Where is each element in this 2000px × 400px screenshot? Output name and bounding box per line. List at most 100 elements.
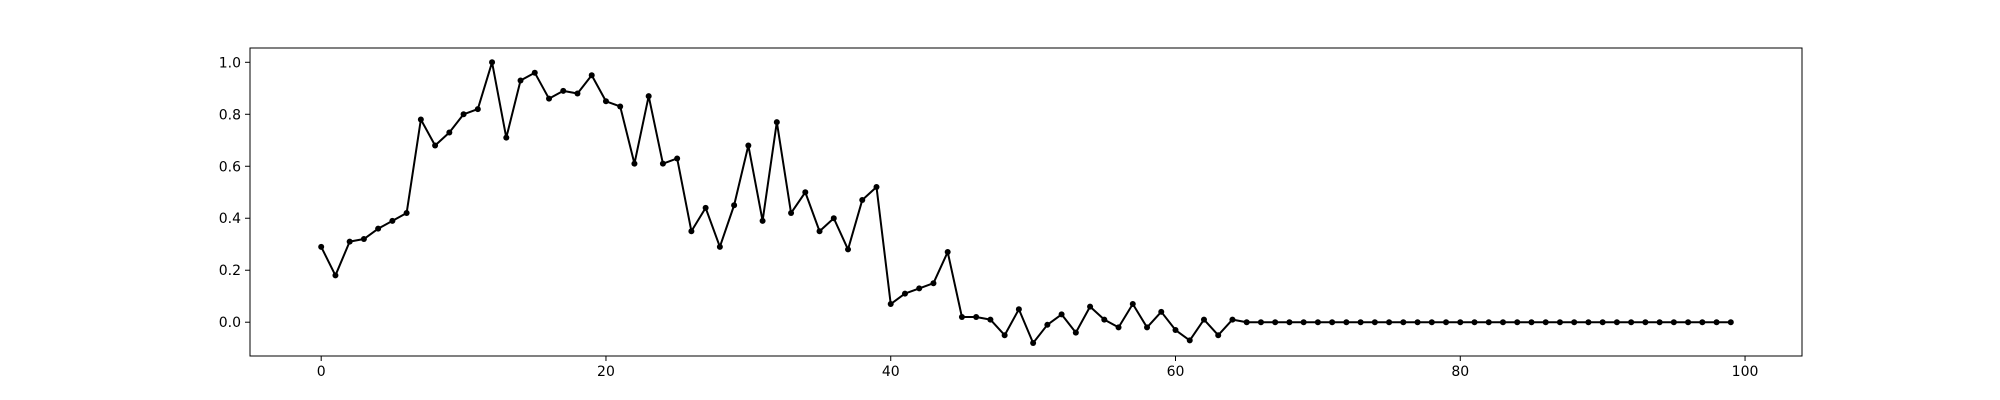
data-point bbox=[1101, 316, 1108, 323]
data-point bbox=[1215, 332, 1222, 339]
data-point bbox=[830, 215, 837, 222]
data-point bbox=[546, 95, 553, 102]
data-point bbox=[1699, 319, 1706, 326]
data-point bbox=[1485, 319, 1492, 326]
data-point bbox=[1457, 319, 1464, 326]
data-point bbox=[1272, 319, 1279, 326]
data-point bbox=[1428, 319, 1435, 326]
data-point bbox=[1015, 306, 1022, 313]
x-tick-label: 0 bbox=[317, 364, 326, 380]
y-tick-label: 0.0 bbox=[219, 315, 241, 331]
data-point bbox=[887, 301, 894, 308]
data-point bbox=[1386, 319, 1393, 326]
data-point bbox=[1001, 332, 1008, 339]
data-point bbox=[1528, 319, 1535, 326]
data-point bbox=[1443, 319, 1450, 326]
data-point bbox=[1357, 319, 1364, 326]
data-point bbox=[1371, 319, 1378, 326]
data-point bbox=[574, 90, 581, 97]
data-point bbox=[1514, 319, 1521, 326]
data-point bbox=[489, 59, 496, 66]
data-point bbox=[1229, 316, 1236, 323]
x-tick-label: 80 bbox=[1451, 364, 1469, 380]
data-point bbox=[973, 314, 980, 321]
data-point bbox=[873, 184, 880, 191]
data-point bbox=[716, 243, 723, 250]
x-tick-label: 40 bbox=[882, 364, 900, 380]
data-point bbox=[617, 103, 624, 110]
data-point bbox=[1030, 340, 1037, 347]
data-point bbox=[702, 204, 709, 211]
x-tick-label: 20 bbox=[597, 364, 615, 380]
data-point bbox=[1471, 319, 1478, 326]
data-point bbox=[1200, 316, 1207, 323]
y-tick-label: 0.4 bbox=[219, 211, 241, 227]
data-point bbox=[560, 87, 567, 94]
y-tick-label: 1.0 bbox=[219, 55, 241, 71]
data-point bbox=[1072, 329, 1079, 336]
data-point bbox=[759, 217, 766, 224]
data-point bbox=[1414, 319, 1421, 326]
data-point bbox=[1115, 324, 1122, 331]
data-point bbox=[816, 228, 823, 235]
x-tick-label: 100 bbox=[1732, 364, 1759, 380]
data-point bbox=[389, 217, 396, 224]
data-point bbox=[318, 243, 325, 250]
data-point bbox=[346, 238, 353, 245]
data-point bbox=[731, 202, 738, 209]
data-point bbox=[531, 69, 538, 76]
data-point bbox=[1727, 319, 1734, 326]
data-point bbox=[1599, 319, 1606, 326]
data-point bbox=[417, 116, 424, 123]
data-point bbox=[802, 189, 809, 196]
data-point bbox=[1685, 319, 1692, 326]
data-point bbox=[1542, 319, 1549, 326]
data-point bbox=[1186, 337, 1193, 344]
data-point bbox=[645, 93, 652, 100]
data-point bbox=[1556, 319, 1563, 326]
data-point bbox=[1670, 319, 1677, 326]
data-point bbox=[674, 155, 681, 162]
data-point bbox=[1343, 319, 1350, 326]
data-point bbox=[1656, 319, 1663, 326]
plot-area-frame bbox=[249, 47, 1803, 357]
data-point bbox=[1300, 319, 1307, 326]
data-point bbox=[1642, 319, 1649, 326]
data-point bbox=[602, 98, 609, 105]
data-point bbox=[1286, 319, 1293, 326]
data-point bbox=[788, 210, 795, 217]
data-point bbox=[958, 314, 965, 321]
data-point bbox=[688, 228, 695, 235]
y-axis: 0.0 0.2 0.4 0.6 0.8 1.0 bbox=[219, 55, 250, 331]
data-point bbox=[659, 160, 666, 167]
y-tick-label: 0.8 bbox=[219, 107, 241, 123]
data-point bbox=[987, 316, 994, 323]
data-point bbox=[503, 134, 510, 141]
data-point bbox=[403, 210, 410, 217]
data-point bbox=[588, 72, 595, 79]
data-point bbox=[859, 197, 866, 204]
x-axis: 0 20 40 60 80 100 bbox=[317, 356, 1759, 380]
data-point bbox=[930, 280, 937, 287]
data-point bbox=[375, 225, 382, 232]
data-point bbox=[773, 119, 780, 126]
data-point bbox=[631, 160, 638, 167]
data-point bbox=[332, 272, 339, 279]
data-point bbox=[446, 129, 453, 136]
data-point bbox=[1628, 319, 1635, 326]
data-point bbox=[1613, 319, 1620, 326]
series-layer bbox=[318, 59, 1734, 347]
data-point bbox=[1499, 319, 1506, 326]
data-point bbox=[1314, 319, 1321, 326]
data-point bbox=[1172, 327, 1179, 334]
y-tick-label: 0.2 bbox=[219, 263, 241, 279]
data-point bbox=[1400, 319, 1407, 326]
data-point bbox=[944, 249, 951, 256]
data-point bbox=[1144, 324, 1151, 331]
data-point bbox=[1129, 301, 1136, 308]
data-point bbox=[845, 246, 852, 253]
series-line bbox=[320, 61, 1731, 344]
data-point bbox=[1329, 319, 1336, 326]
